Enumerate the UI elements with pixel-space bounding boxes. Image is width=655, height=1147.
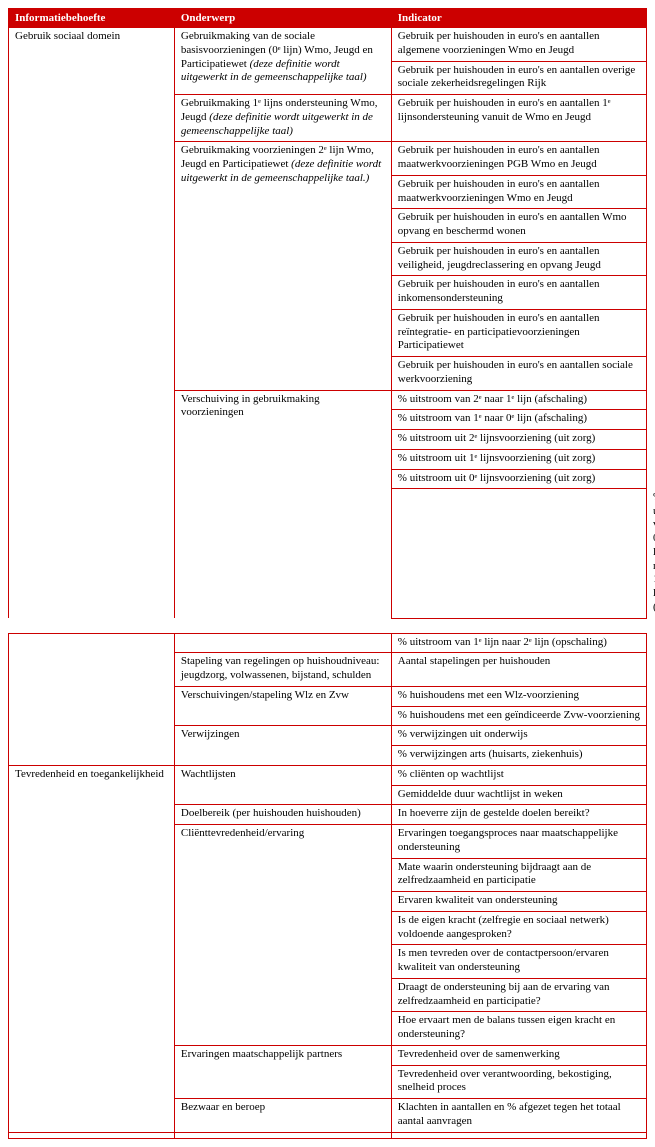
header-col2: Onderwerp: [174, 9, 391, 28]
subject-5: Stapeling van regelingen op huishoudnive…: [174, 653, 391, 687]
indicator: Gebruik per huishouden in euro's en aant…: [391, 28, 646, 62]
indicator: In hoeverre zijn de gestelde doelen bere…: [391, 805, 646, 825]
indicator: % huishoudens met een geïndiceerde Zvw-v…: [391, 706, 646, 726]
indicator: Gebruik per huishouden in euro's en aant…: [391, 242, 646, 276]
indicator: % uitstroom van 1ᵉ lijn naar 2ᵉ lijn (op…: [391, 633, 646, 653]
subject-2: Gebruikmaking 1ᵉ lijns ondersteuning Wmo…: [174, 95, 391, 142]
indicator: Tevredenheid over de samenwerking: [391, 1045, 646, 1065]
indicator: Is men tevreden over de contactpersoon/e…: [391, 945, 646, 979]
subject-7: Verwijzingen: [174, 726, 391, 766]
indicator: Aantal stapelingen per huishouden: [391, 653, 646, 687]
subject-8: Wachtlijsten: [174, 765, 391, 805]
indicator: Mate waarin ondersteuning bijdraagt aan …: [391, 858, 646, 892]
indicator: % uitstroom van 1ᵉ naar 0ᵉ lijn (afschal…: [391, 410, 646, 430]
info-need-a: Gebruik sociaal domein: [9, 28, 175, 619]
indicator: Gebruik per huishouden in euro's en aant…: [391, 357, 646, 391]
indicator: Gebruik per huishouden in euro's en aant…: [391, 276, 646, 310]
subject-10: Cliënttevredenheid/ervaring: [174, 825, 391, 1046]
info-need-b: Tevredenheid en toegankelijkheid: [9, 765, 175, 1132]
subject-11: Ervaringen maatschappelijk partners: [174, 1045, 391, 1098]
indicator: % uitstroom uit 1ᵉ lijnsvoorziening (uit…: [391, 449, 646, 469]
subject-3: Gebruikmaking voorzieningen 2ᵉ lijn Wmo,…: [174, 142, 391, 390]
indicator: % cliënten op wachtlijst: [391, 765, 646, 785]
table-1: Informatiebehoefte Onderwerp Indicator G…: [8, 8, 647, 619]
indicator: Draagt de ondersteuning bij aan de ervar…: [391, 978, 646, 1012]
indicator: Ervaringen toegangsproces naar maatschap…: [391, 825, 646, 859]
subject-9: Doelbereik (per huishouden huishouden): [174, 805, 391, 825]
indicator: Tevredenheid over verantwoording, bekost…: [391, 1065, 646, 1099]
indicator: % uitstroom van 2ᵉ naar 1ᵉ lijn (afschal…: [391, 390, 646, 410]
table-2: % uitstroom van 1ᵉ lijn naar 2ᵉ lijn (op…: [8, 633, 647, 1139]
indicator: % huishoudens met een Wlz-voorziening: [391, 686, 646, 706]
indicator: Gebruik per huishouden in euro's en aant…: [391, 175, 646, 209]
indicator: Gebruik per huishouden in euro's en aant…: [391, 142, 646, 176]
header-col1: Informatiebehoefte: [9, 9, 175, 28]
indicator: % uitstroom uit 2ᵉ lijnsvoorziening (uit…: [391, 430, 646, 450]
indicator: Gebruik per huishouden in euro's en aant…: [391, 309, 646, 356]
subject-1: Gebruikmaking van de sociale basisvoorzi…: [174, 28, 391, 95]
subject-4: Verschuiving in gebruikmaking voorzienin…: [174, 390, 391, 618]
indicator: Gebruik per huishouden in euro's en aant…: [391, 95, 646, 142]
indicator: Gebruik per huishouden in euro's en aant…: [391, 209, 646, 243]
indicator: % verwijzingen uit onderwijs: [391, 726, 646, 746]
indicator: Klachten in aantallen en % afgezet tegen…: [391, 1099, 646, 1133]
header-col3: Indicator: [391, 9, 646, 28]
indicator: Gebruik per huishouden in euro's en aant…: [391, 61, 646, 95]
subject-6: Verschuivingen/stapeling Wlz en Zvw: [174, 686, 391, 726]
indicator: Hoe ervaart men de balans tussen eigen k…: [391, 1012, 646, 1046]
subject-12: Bezwaar en beroep: [174, 1099, 391, 1133]
indicator: % verwijzingen arts (huisarts, ziekenhui…: [391, 746, 646, 766]
indicator: Gemiddelde duur wachtlijst in weken: [391, 785, 646, 805]
indicator: Is de eigen kracht (zelfregie en sociaal…: [391, 911, 646, 945]
indicator: % uitstroom uit 0ᵉ lijnsvoorziening (uit…: [391, 469, 646, 489]
indicator: Ervaren kwaliteit van ondersteuning: [391, 892, 646, 912]
